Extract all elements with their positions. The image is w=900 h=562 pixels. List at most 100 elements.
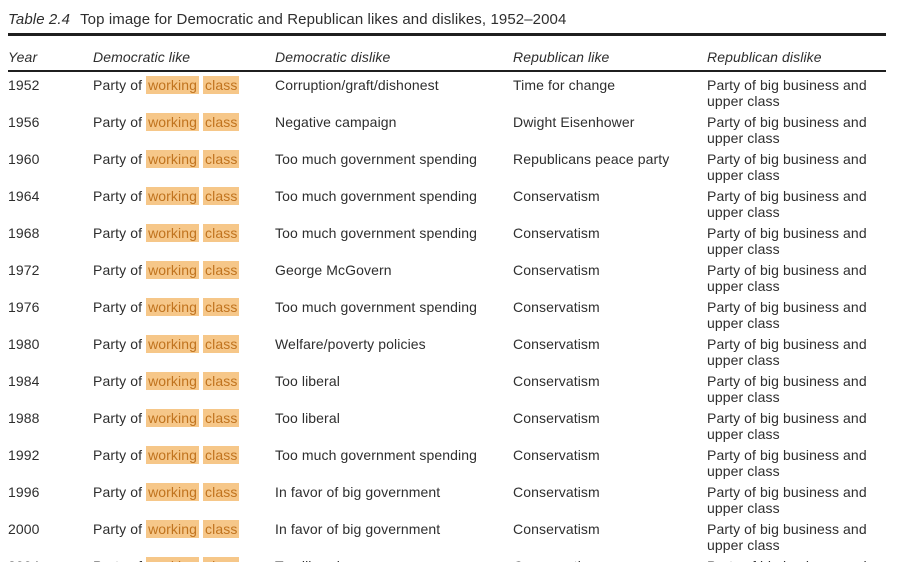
cell-democratic-like: Party of working class — [93, 520, 240, 538]
highlighted-term: class — [203, 335, 240, 353]
highlighted-term: class — [203, 446, 240, 464]
cell-republican-dislike: Party of big business and upper class — [707, 336, 867, 368]
cell-democratic-like: Party of working class — [93, 224, 240, 242]
column-header-democratic-dislike: Democratic dislike — [275, 33, 513, 72]
table-row: 1980 Party of working class Welfare/povert… — [8, 331, 886, 368]
cell-democratic-like: Party of working class — [93, 113, 240, 131]
table-row: 1952 Party of working class Corruption/gra… — [8, 71, 886, 109]
highlighted-term: class — [203, 76, 240, 94]
cell-democratic-dislike: Too much government spending — [275, 151, 478, 167]
cell-democratic-like: Party of working class — [93, 372, 240, 390]
cell-republican-dislike: Party of big business and upper class — [707, 262, 867, 294]
cell-year: 1980 — [8, 336, 40, 352]
cell-democratic-dislike: Welfare/poverty policies — [275, 336, 426, 352]
cell-republican-like: Conservatism — [513, 521, 600, 537]
cell-democratic-dislike: Too much government spending — [275, 225, 478, 241]
table-caption: Table 2.4 Top image for Democratic and Re… — [8, 9, 886, 30]
cell-democratic-like: Party of working class — [93, 298, 240, 316]
cell-year: 2000 — [8, 521, 40, 537]
highlighted-term: class — [203, 187, 240, 205]
cell-republican-like: Conservatism — [513, 188, 600, 204]
cell-republican-dislike: Party of big business and upper class — [707, 114, 867, 146]
cell-democratic-like: Party of working class — [93, 409, 240, 427]
cell-democratic-dislike: Too much government spending — [275, 188, 478, 204]
highlighted-term: class — [203, 261, 240, 279]
cell-republican-dislike: Party of big business and upper class — [707, 77, 867, 109]
table-caption-label: Table 2.4 — [8, 11, 71, 28]
cell-republican-dislike: Party of big business and upper class — [707, 484, 867, 516]
cell-republican-like: Conservatism — [513, 225, 600, 241]
highlighted-term: working — [146, 483, 200, 501]
cell-republican-like: Conservatism — [513, 484, 600, 500]
highlighted-term: class — [203, 372, 240, 390]
cell-republican-dislike: Party of big business and upper class — [707, 299, 867, 331]
highlighted-term: working — [146, 76, 200, 94]
cell-democratic-like: Party of working class — [93, 150, 240, 168]
highlighted-term: class — [203, 557, 240, 562]
cell-republican-like: Conservatism — [513, 447, 600, 463]
cell-republican-dislike: Party of big business and upper class — [707, 447, 867, 479]
table-row: 2000 Party of working class In favor of bi… — [8, 516, 886, 553]
table-row: 1992 Party of working class Too much gover… — [8, 442, 886, 479]
column-header-republican-dislike: Republican dislike — [707, 33, 886, 72]
cell-democratic-dislike: Too liberal — [275, 410, 340, 426]
cell-republican-like: Conservatism — [513, 553, 707, 562]
highlighted-term: working — [146, 409, 200, 427]
highlighted-term: working — [146, 224, 200, 242]
cell-republican-like: Conservatism — [513, 262, 600, 278]
highlighted-term: working — [146, 557, 200, 562]
cell-republican-dislike: Party of big business and upper class — [707, 225, 867, 257]
table-header-row: Year Democratic like Democratic dislike … — [8, 33, 886, 72]
highlighted-term: working — [146, 372, 200, 390]
cell-year: 1960 — [8, 151, 40, 167]
cell-democratic-dislike: George McGovern — [275, 262, 392, 278]
table-row: 1972 Party of working class George McGover… — [8, 257, 886, 294]
highlighted-term: class — [203, 520, 240, 538]
cell-year: 1996 — [8, 484, 40, 500]
cell-republican-dislike: Party of big business and upper class — [707, 151, 867, 183]
cell-republican-dislike: Party of big business and upper class — [707, 373, 867, 405]
table-header: Year Democratic like Democratic dislike … — [8, 33, 886, 72]
column-header-year: Year — [8, 33, 93, 72]
cell-democratic-dislike: Negative campaign — [275, 114, 397, 130]
cell-year: 1976 — [8, 299, 40, 315]
table-caption-title: Top image for Democratic and Republican … — [80, 11, 567, 28]
cell-democratic-dislike: In favor of big government — [275, 484, 441, 500]
cell-democratic-like: Party of working class — [93, 483, 240, 501]
cell-year: 1952 — [8, 77, 40, 93]
table-row: 1988 Party of working class Too liberal Con… — [8, 405, 886, 442]
table-row: 1996 Party of working class In favor of bi… — [8, 479, 886, 516]
highlighted-term: working — [146, 446, 200, 464]
cell-republican-like: Conservatism — [513, 410, 600, 426]
highlighted-term: working — [146, 113, 200, 131]
highlighted-term: working — [146, 150, 200, 168]
highlighted-term: class — [203, 113, 240, 131]
highlighted-term: working — [146, 520, 200, 538]
cell-year: 2004 — [8, 553, 93, 562]
highlighted-term: class — [203, 298, 240, 316]
cell-year: 1964 — [8, 188, 40, 204]
cell-year: 1956 — [8, 114, 40, 130]
cell-democratic-dislike: Too much government spending — [275, 299, 478, 315]
cell-year: 1972 — [8, 262, 40, 278]
cell-democratic-like: Party of working class — [93, 187, 240, 205]
highlighted-term: working — [146, 187, 200, 205]
table-row: 1984 Party of working class Too liberal Con… — [8, 368, 886, 405]
cell-democratic-like: Party of working class — [93, 553, 275, 562]
table-row: 1964 Party of working class Too much gover… — [8, 183, 886, 220]
cell-year: 1988 — [8, 410, 40, 426]
highlighted-term: class — [203, 150, 240, 168]
cell-democratic-dislike: Corruption/graft/dishonest — [275, 77, 439, 93]
highlighted-term: class — [203, 483, 240, 501]
cell-democratic-like: Party of working class — [93, 261, 240, 279]
highlighted-term: working — [146, 335, 200, 353]
cell-republican-dislike: Party of big business and upper class — [707, 521, 867, 553]
cell-republican-dislike: Party of big business and upper class — [707, 553, 886, 562]
cell-democratic-dislike: Too much government spending — [275, 447, 478, 463]
cell-republican-like: Dwight Eisenhower — [513, 114, 635, 130]
cell-republican-like: Conservatism — [513, 299, 600, 315]
cell-republican-like: Conservatism — [513, 336, 600, 352]
highlighted-term: working — [146, 261, 200, 279]
